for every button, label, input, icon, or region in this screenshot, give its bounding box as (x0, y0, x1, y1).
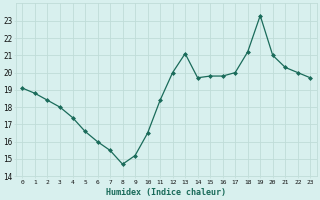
X-axis label: Humidex (Indice chaleur): Humidex (Indice chaleur) (106, 188, 226, 197)
